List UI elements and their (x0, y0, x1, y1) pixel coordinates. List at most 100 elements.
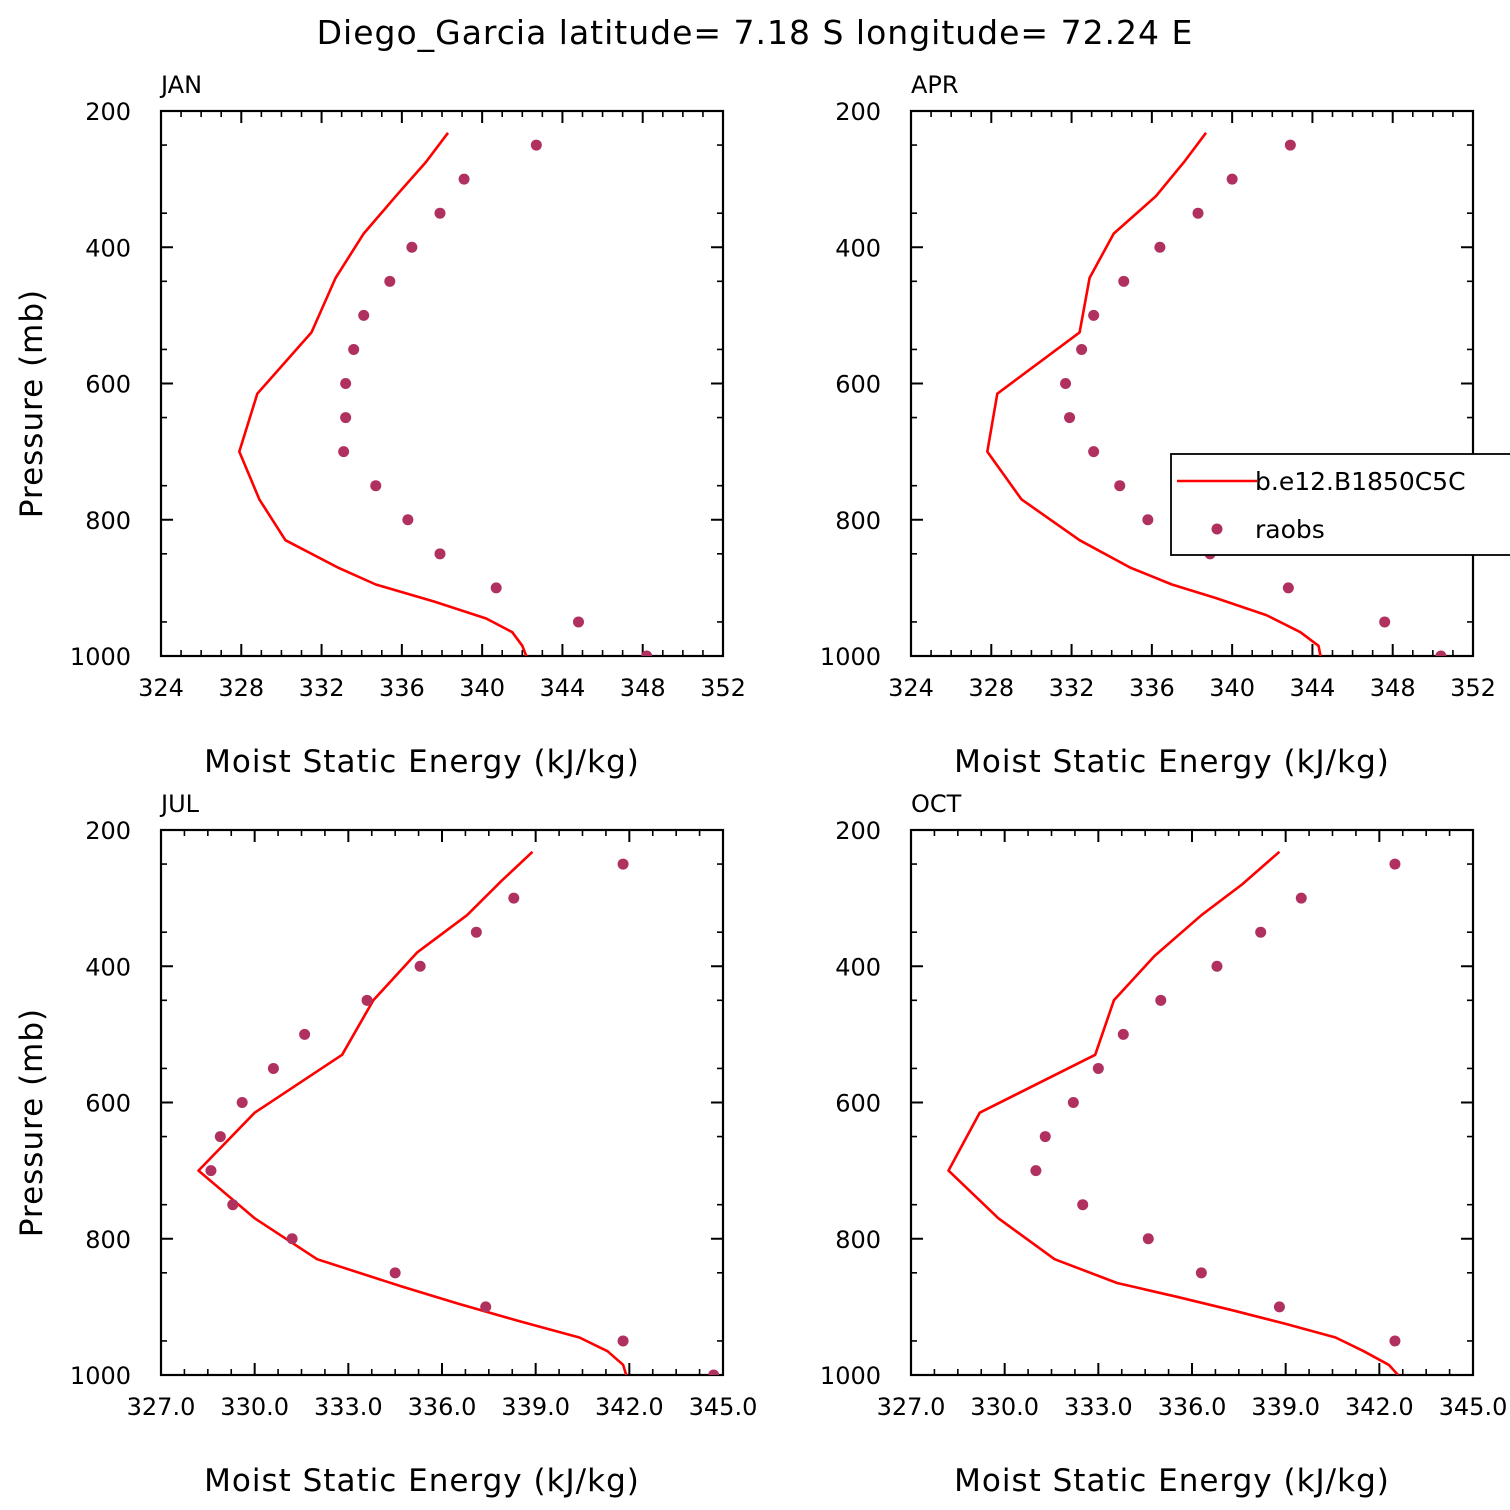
x-tick-label: 344 (540, 674, 586, 702)
obs-point (1389, 858, 1401, 870)
obs-point (572, 616, 584, 628)
obs-point (1284, 139, 1296, 151)
obs-point (1226, 173, 1238, 185)
x-tick-label: 339.0 (1251, 1393, 1320, 1421)
obs-point (434, 207, 446, 219)
obs-point (1088, 446, 1100, 458)
x-tick-label: 348 (1370, 674, 1416, 702)
obs-point (389, 1267, 401, 1279)
x-tick-label: 345.0 (689, 1393, 758, 1421)
obs-point (1211, 960, 1223, 972)
x-tick-label: 324 (888, 674, 934, 702)
y-tick-label: 600 (835, 1090, 881, 1118)
y-axis-label: Pressure (mb) (14, 289, 50, 518)
y-tick-label: 400 (85, 953, 131, 981)
obs-point (641, 650, 653, 656)
panel-title: OCT (911, 790, 962, 818)
obs-point (1060, 378, 1072, 389)
obs-point (708, 1369, 720, 1375)
x-tick-label: 344 (1290, 674, 1336, 702)
panel-jul: 327.0 330.0 333.0 336.0 339.0 342.0 345.0 200 40… (14, 790, 757, 1499)
y-tick-label: 600 (85, 371, 131, 399)
obs-point (1039, 1131, 1051, 1143)
obs-point (1088, 309, 1100, 321)
obs-point (267, 1062, 279, 1074)
y-tick-label: 400 (835, 953, 881, 981)
y-tick-label: 600 (85, 1090, 131, 1118)
obs-point (348, 343, 360, 355)
obs-point (1295, 892, 1307, 904)
y-tick-label: 200 (85, 98, 131, 126)
obs-point (490, 582, 502, 594)
obs-point (1142, 514, 1154, 526)
obs-point (402, 514, 414, 526)
y-tick-label: 1000 (820, 1362, 881, 1390)
obs-point (214, 1131, 226, 1143)
obs-point (480, 1301, 492, 1313)
y-axis-label: Pressure (mb) (14, 1008, 50, 1237)
legend-obs-label: raobs (1255, 515, 1325, 544)
y-tick-label: 200 (85, 817, 131, 845)
obs-point (470, 926, 482, 938)
obs-point (1379, 616, 1391, 628)
x-tick-label: 332 (1049, 674, 1095, 702)
obs-point (384, 275, 396, 287)
x-tick-label: 327.0 (127, 1393, 196, 1421)
obs-point (617, 858, 629, 870)
plot-frame (909, 828, 1475, 1377)
x-tick-label: 328 (968, 674, 1014, 702)
obs-point (414, 960, 426, 972)
obs-point (1154, 241, 1166, 253)
x-tick-label: 327.0 (877, 1393, 946, 1421)
model-series-line (985, 132, 1322, 656)
obs-point (434, 548, 446, 560)
obs-point (1273, 1301, 1285, 1313)
y-tick-label: 1000 (70, 643, 131, 671)
obs-point (1435, 650, 1447, 656)
obs-point (1195, 1267, 1207, 1279)
obs-point (1118, 275, 1130, 287)
obs-point (1076, 343, 1088, 355)
y-tick-label: 800 (85, 1226, 131, 1254)
figure-title: Diego_Garcia latitude= 7.18 S longitude=… (317, 13, 1194, 52)
plot-frame (909, 109, 1475, 658)
x-tick-label: 333.0 (1064, 1393, 1133, 1421)
x-axis-label: Moist Static Energy (kJ/kg) (204, 1463, 640, 1499)
x-axis-label: Moist Static Energy (kJ/kg) (204, 744, 640, 780)
obs-point (340, 412, 352, 424)
obs-point (1282, 582, 1294, 594)
y-tick-label: 200 (835, 98, 881, 126)
y-tick-label: 400 (835, 234, 881, 262)
obs-point (1064, 412, 1076, 424)
obs-point (1114, 480, 1126, 492)
x-tick-label: 332 (299, 674, 345, 702)
panel-title: JAN (159, 71, 202, 99)
obs-point (1142, 1233, 1154, 1245)
obs-point (1155, 994, 1167, 1006)
obs-point (1192, 207, 1204, 219)
x-tick-label: 348 (620, 674, 666, 702)
y-tick-label: 1000 (820, 643, 881, 671)
panel-apr: 324 328 332 336 340 344 348 352 200 400 600 800 1000… (820, 71, 1510, 780)
panel-jan: 324 328 332 336 340 344 348 352 200 400 600 800 1000… (14, 71, 746, 780)
obs-point (1030, 1165, 1042, 1177)
obs-point (1077, 1199, 1089, 1211)
x-tick-label: 340 (459, 674, 505, 702)
obs-point (370, 480, 382, 492)
x-tick-label: 352 (700, 674, 746, 702)
y-tick-label: 400 (85, 234, 131, 262)
x-tick-label: 352 (1450, 674, 1496, 702)
panel-title: JUL (159, 790, 200, 818)
obs-point (361, 994, 373, 1006)
obs-point (458, 173, 470, 185)
obs-point (530, 139, 542, 151)
legend: b.e12.B1850C5C raobs (1170, 453, 1510, 556)
y-tick-label: 200 (835, 817, 881, 845)
panels: 324 328 332 336 340 344 348 352 200 400 600 800 1000… (14, 71, 1510, 1499)
obs-point (617, 1335, 629, 1347)
obs-point (236, 1097, 248, 1108)
obs-point (1092, 1062, 1104, 1074)
x-tick-label: 340 (1209, 674, 1255, 702)
obs-point (299, 1028, 311, 1040)
model-series-line (947, 850, 1400, 1375)
